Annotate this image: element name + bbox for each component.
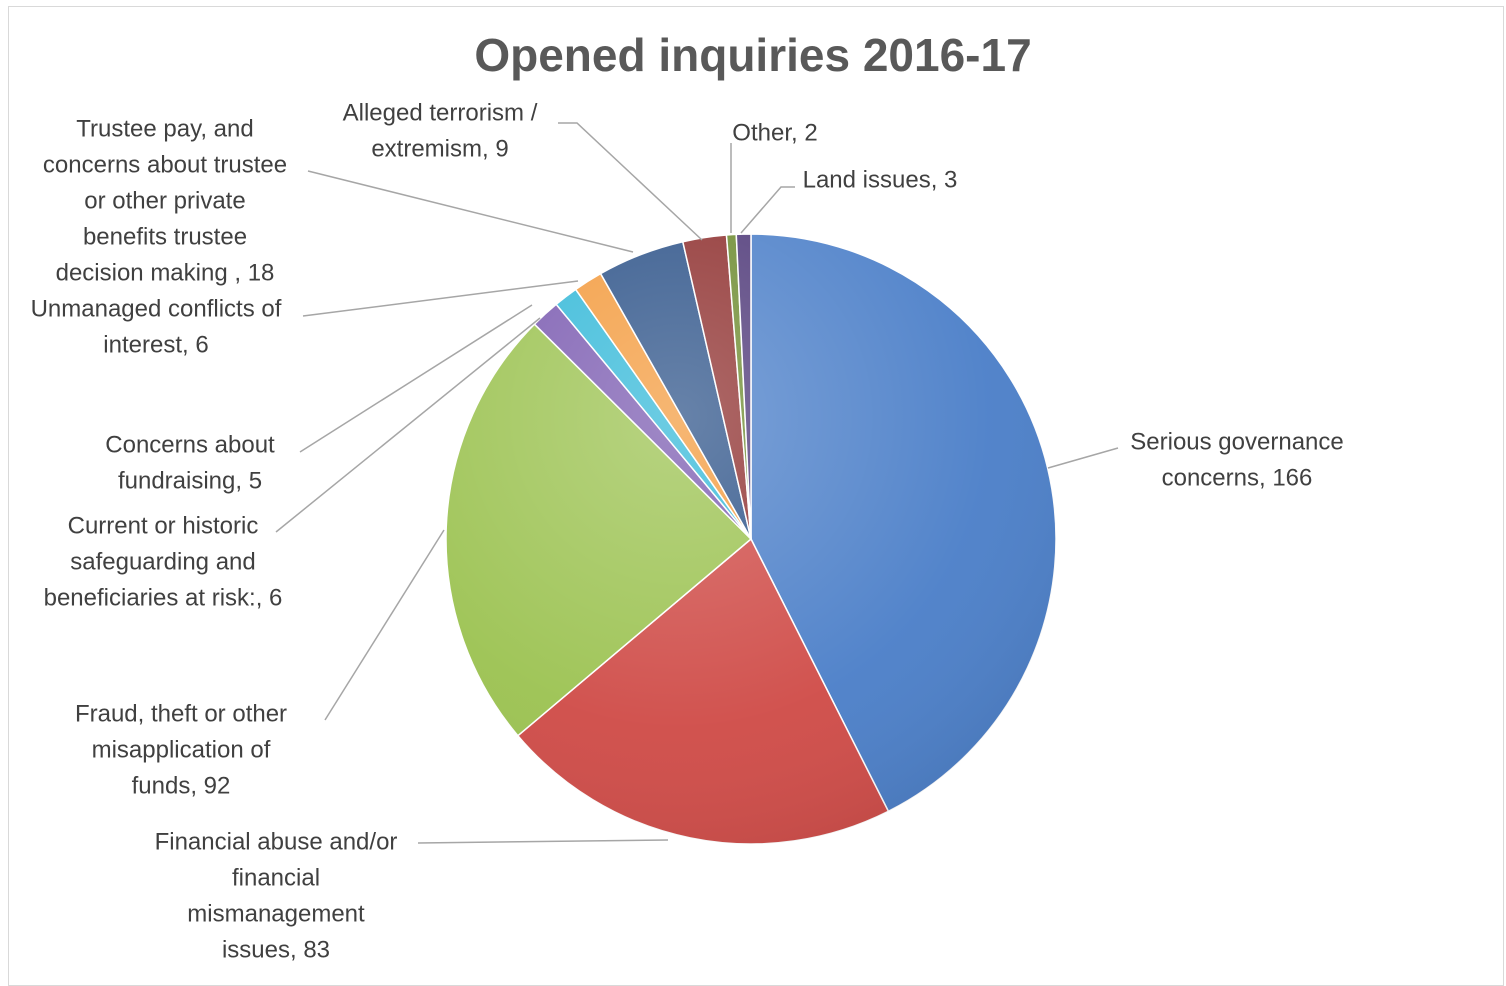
data-label-1: Serious governance concerns, 166 [1130, 429, 1343, 492]
leader-line-2 [417, 839, 669, 844]
data-label-line: financial [232, 865, 320, 892]
data-label-5: Concerns about fundraising, 5 [105, 432, 275, 495]
data-label-2: Financial abuse and/or financial mismanage… [155, 829, 398, 964]
data-label-line: Trustee pay, and [76, 116, 253, 143]
data-label-line: Land issues, 3 [803, 167, 958, 194]
data-label-3: Fraud, theft or other misapplication of fu… [75, 701, 287, 800]
data-label-line: Alleged terrorism / [343, 100, 538, 127]
data-label-8: Alleged terrorism / extremism, 9 [343, 100, 538, 163]
data-label-6: Unmanaged conflicts of interest, 6 [31, 296, 282, 359]
data-label-line: extremism, 9 [371, 136, 508, 163]
data-label-line: mismanagement [187, 901, 365, 928]
pie-chart: Serious governance concerns, 166 Financial… [31, 100, 1344, 964]
data-label-7: Trustee pay, and concerns about trustee or… [43, 116, 287, 287]
data-label-line: decision making , 18 [56, 260, 275, 287]
data-label-line: Other, 2 [732, 120, 817, 147]
leader-line-1 [1047, 447, 1119, 469]
data-label-line: concerns, 166 [1162, 465, 1313, 492]
data-label-line: or other private [84, 188, 245, 215]
data-label-line: fundraising, 5 [118, 468, 262, 495]
data-label-line: funds, 92 [132, 773, 231, 800]
data-label-line: Unmanaged conflicts of [31, 296, 282, 323]
data-label-line: benefits trustee [83, 224, 247, 251]
data-label-line: safeguarding and [70, 549, 255, 576]
data-label-line: Current or historic [68, 513, 259, 540]
data-label-10: Land issues, 3 [803, 167, 958, 194]
leader-line-10 [740, 186, 795, 234]
data-label-line: misapplication of [92, 737, 271, 764]
chart-title: Opened inquiries 2016-17 [474, 29, 1032, 81]
data-label-line: Concerns about [105, 432, 275, 459]
data-label-line: Serious governance [1130, 429, 1343, 456]
data-label-line: Financial abuse and/or [155, 829, 398, 856]
leader-line-3 [324, 529, 445, 721]
data-label-line: concerns about trustee [43, 152, 287, 179]
data-label-line: interest, 6 [103, 332, 208, 359]
data-label-line: beneficiaries at risk:, 6 [44, 585, 283, 612]
leader-line-4 [275, 317, 541, 533]
leader-line-7 [307, 170, 634, 253]
data-label-line: Fraud, theft or other [75, 701, 287, 728]
leader-line-5 [299, 304, 533, 453]
data-label-line: issues, 83 [222, 937, 330, 964]
leader-line-8 [558, 122, 703, 241]
data-label-4: Current or historic safeguarding and benef… [44, 513, 283, 612]
data-label-9: Other, 2 [732, 120, 817, 147]
leader-line-6 [302, 280, 579, 317]
